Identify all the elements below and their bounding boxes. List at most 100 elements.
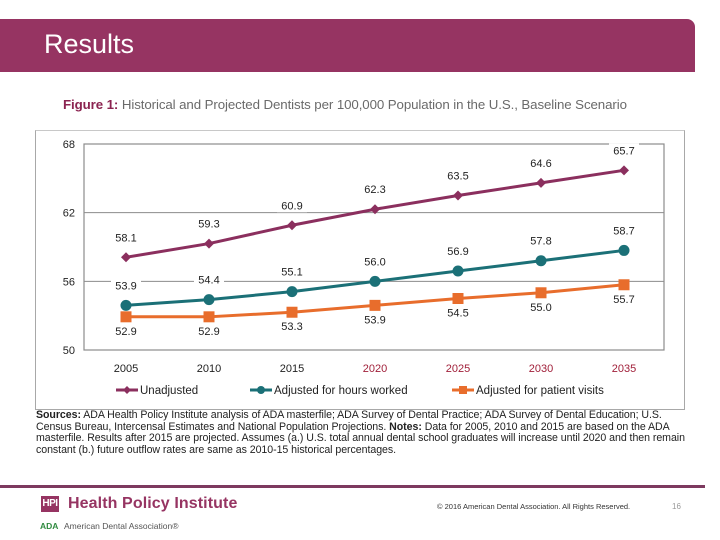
data-label-bg	[443, 305, 473, 320]
data-label-bg	[609, 223, 639, 238]
data-point	[204, 238, 214, 249]
data-label-bg	[277, 264, 307, 279]
data-label: 57.8	[530, 236, 551, 248]
legend-label: Adjusted for patient visits	[476, 385, 604, 397]
data-point	[286, 286, 298, 298]
hpi-logo: HPI	[41, 496, 59, 512]
figure-label: Figure 1:	[63, 97, 119, 112]
data-point	[452, 293, 464, 304]
data-label: 55.0	[530, 302, 551, 314]
legend-marker	[123, 386, 131, 394]
data-label-bg	[526, 299, 556, 314]
data-label-bg	[526, 233, 556, 248]
plot-area	[83, 143, 665, 351]
data-point	[618, 244, 630, 256]
copyright-notice: © 2016 American Dental Association. All …	[437, 502, 631, 511]
sources-label: Sources:	[36, 409, 81, 421]
data-label-bg	[526, 155, 556, 170]
data-label-bg	[194, 216, 224, 231]
x-tick-label: 2020	[363, 363, 387, 375]
data-point	[369, 299, 381, 311]
data-point	[121, 252, 131, 263]
data-label-bg	[111, 230, 141, 245]
data-label-bg	[194, 272, 224, 287]
x-tick-label: 2010	[197, 363, 221, 375]
chart-frame	[35, 130, 685, 410]
x-tick-label: 2015	[280, 363, 304, 375]
figure-title-text: Historical and Projected Dentists per 10…	[121, 97, 627, 112]
data-label-bg	[111, 278, 141, 293]
data-label-bg	[111, 323, 141, 338]
x-tick-label: 2025	[446, 363, 470, 375]
data-point	[120, 299, 132, 311]
data-point	[203, 311, 215, 323]
figure-title: Figure 1: Historical and Projected Denti…	[63, 97, 627, 112]
data-label: 55.1	[281, 267, 302, 279]
data-label: 64.6	[530, 158, 551, 170]
data-label-bg	[443, 168, 473, 183]
line-chart: 50 56 62 68 2005 2010 2015 2020 2025 2030 2035 58.1…	[63, 139, 665, 397]
data-label-bg	[443, 244, 473, 259]
notes-label: Notes:	[386, 420, 422, 433]
data-label: 52.9	[115, 326, 136, 338]
y-tick-label: 56	[63, 276, 75, 288]
data-label-bg	[194, 323, 224, 338]
data-point	[618, 279, 630, 291]
data-label: 54.5	[447, 308, 468, 320]
data-point	[369, 275, 381, 287]
sources-text: ADA Health Policy Institute analysis of …	[36, 409, 662, 433]
data-label-bg	[360, 254, 390, 269]
y-tick-label: 68	[63, 139, 75, 151]
data-point	[120, 311, 132, 323]
footer-divider	[0, 485, 705, 488]
y-tick-label: 50	[63, 345, 75, 357]
data-point	[203, 294, 215, 306]
header-band: Results	[0, 19, 695, 72]
data-point	[619, 165, 629, 176]
data-label: 55.7	[613, 294, 634, 306]
data-point	[452, 265, 464, 277]
ada-logo: ADA	[40, 521, 59, 531]
legend-marker	[257, 386, 265, 394]
data-label: 59.3	[198, 219, 219, 231]
legend-label: Adjusted for hours worked	[274, 385, 408, 397]
data-point	[370, 204, 380, 215]
data-label-bg	[277, 319, 307, 334]
x-tick-label: 2030	[529, 363, 553, 375]
x-tick-label: 2005	[114, 363, 138, 375]
data-label-bg	[360, 182, 390, 197]
data-label: 56.9	[447, 246, 468, 258]
y-tick-label: 62	[63, 208, 75, 220]
data-label: 60.9	[281, 200, 302, 212]
notes-text: Data for 2005, 2010 and 2015 are based o…	[36, 420, 685, 456]
data-label: 52.9	[198, 326, 219, 338]
data-label-bg	[609, 143, 639, 158]
data-point	[536, 177, 546, 188]
page-title: Results	[44, 29, 135, 59]
hpi-name: Health Policy Institute	[68, 495, 238, 512]
data-label-bg	[609, 291, 639, 306]
data-label: 65.7	[613, 145, 634, 157]
ada-name: American Dental Association®	[64, 521, 179, 531]
data-label: 53.9	[364, 314, 385, 326]
legend-marker	[459, 386, 467, 394]
data-label: 58.1	[115, 232, 136, 244]
data-label: 53.9	[115, 280, 136, 292]
x-tick-label: 2035	[612, 363, 636, 375]
data-point	[535, 255, 547, 267]
data-point	[286, 306, 298, 318]
legend-label: Unadjusted	[140, 385, 198, 397]
data-label-bg	[277, 198, 307, 213]
data-label: 58.7	[613, 225, 634, 237]
page-number: 16	[672, 502, 681, 511]
data-label: 63.5	[447, 171, 468, 183]
data-label: 62.3	[364, 184, 385, 196]
data-point	[453, 190, 463, 201]
data-label-bg	[360, 312, 390, 327]
data-label: 56.0	[364, 256, 385, 268]
sources-notes: Sources: ADA Health Policy Institute ana…	[36, 409, 696, 456]
data-label: 53.3	[281, 321, 302, 333]
data-label: 54.4	[198, 275, 219, 287]
data-point	[287, 220, 297, 231]
data-point	[535, 287, 547, 299]
